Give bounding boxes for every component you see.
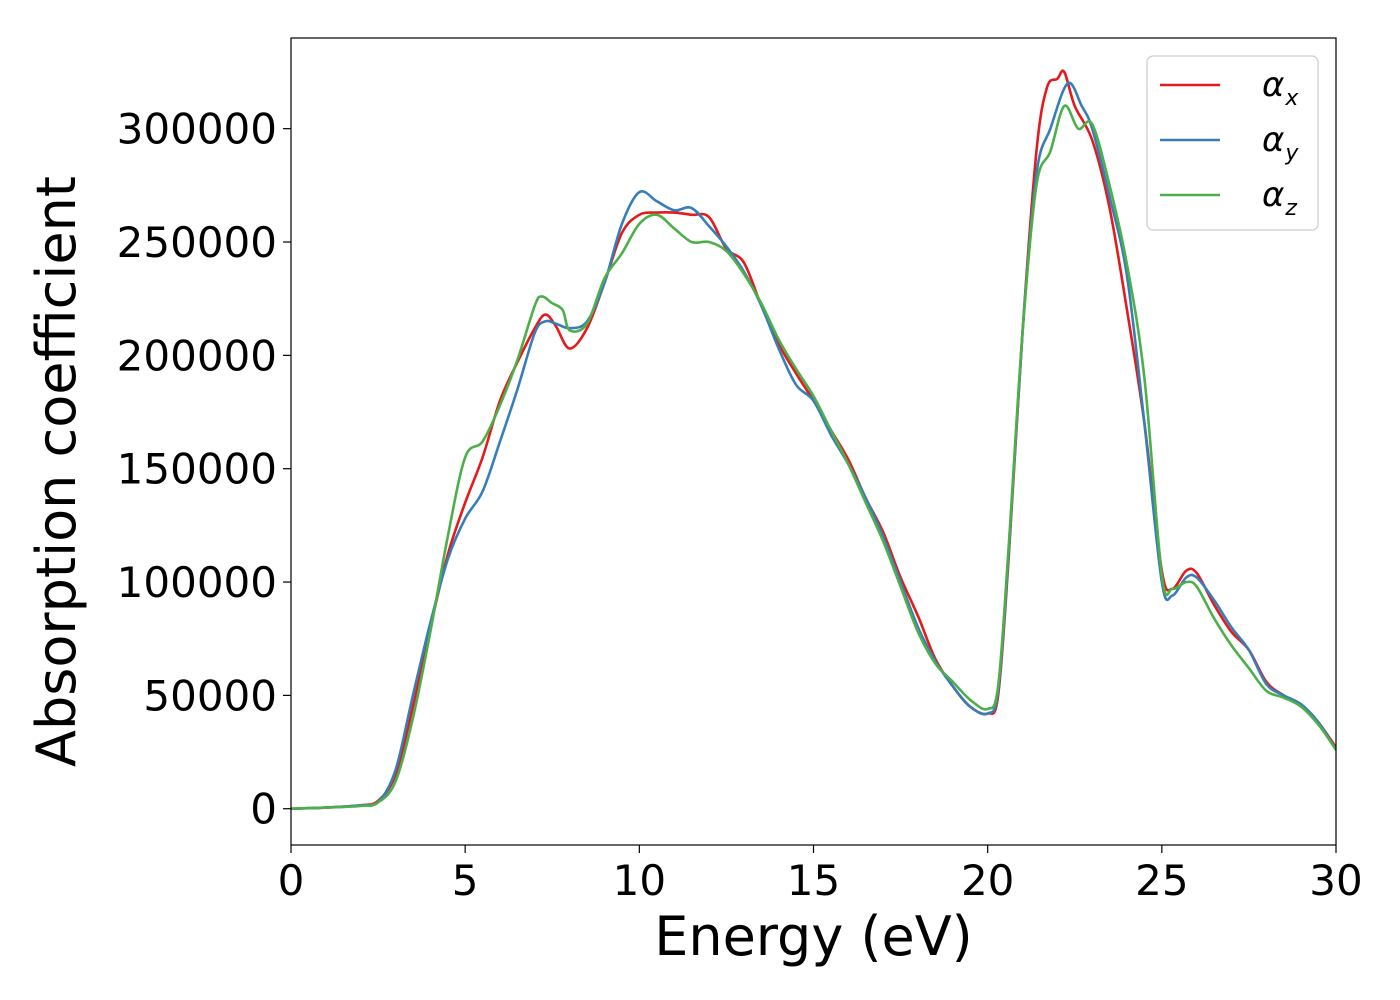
x-axis-label: Energy (eV): [654, 905, 973, 968]
y-tick-label: 300000: [117, 105, 277, 154]
legend-label-z: αz: [1262, 175, 1297, 221]
legend-box: [1146, 55, 1319, 231]
series-line-z: [291, 104, 1336, 811]
x-tick-label: 5: [452, 856, 479, 905]
y-tick-label: 0: [250, 785, 277, 834]
y-tick-label: 200000: [117, 331, 277, 380]
axes: 0 5 10 15 20 25 30 0 50000 100000 150000 200000 2500…: [117, 37, 1363, 905]
x-tick-label: 10: [613, 856, 666, 905]
y-tick-label: 50000: [143, 671, 277, 720]
x-tick-label: 25: [1135, 856, 1188, 905]
x-tick-label: 15: [787, 856, 840, 905]
plot-area: [291, 69, 1336, 811]
y-tick-label: 100000: [117, 558, 277, 607]
y-axis-label: Absorption coefficient: [25, 176, 88, 767]
legend-label-x: αx: [1262, 65, 1299, 111]
legend-label-y: αy: [1262, 120, 1299, 166]
x-tick-label: 30: [1309, 856, 1362, 905]
legend: αx αy αz: [1146, 55, 1319, 231]
y-tick-label: 150000: [117, 445, 277, 494]
x-tick-label: 0: [278, 856, 305, 905]
x-tick-label: 20: [961, 856, 1014, 905]
y-tick-label: 250000: [117, 218, 277, 267]
